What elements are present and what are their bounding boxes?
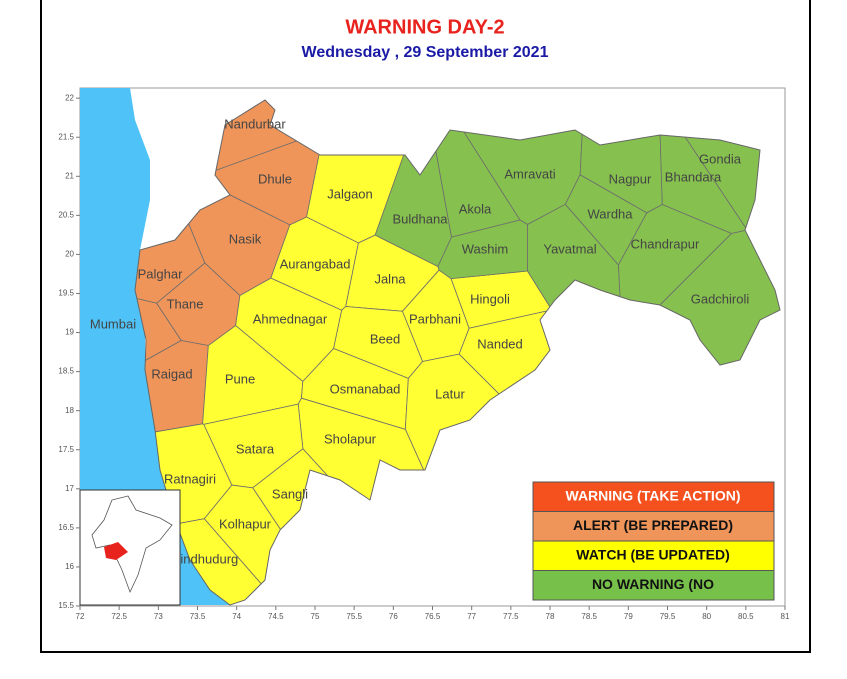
district-label: Jalgaon — [327, 186, 373, 201]
district-label: Thane — [167, 296, 204, 311]
district-label: Aurangabad — [280, 256, 351, 271]
legend-swatch — [532, 481, 775, 512]
title: WARNING DAY-2 — [345, 16, 504, 38]
x-tick-label: 76 — [389, 612, 398, 621]
x-tick-label: 76.5 — [425, 612, 441, 621]
district-label: Yavatmal — [543, 241, 596, 256]
district-label: Gondia — [699, 151, 742, 166]
district-label: Nanded — [477, 336, 523, 351]
x-tick-label: 74 — [232, 612, 241, 621]
y-tick-label: 22 — [65, 93, 74, 102]
y-tick-label: 19 — [65, 328, 74, 337]
district-label: Nandurbar — [224, 116, 286, 131]
district-label: Buldhana — [393, 211, 449, 226]
district-label: Nasik — [229, 231, 262, 246]
district-label: Ratnagiri — [164, 471, 216, 486]
district-label: Jalna — [374, 271, 406, 286]
x-tick-label: 73.5 — [190, 612, 206, 621]
y-tick-label: 20.5 — [58, 210, 74, 219]
district-label: Pune — [225, 371, 255, 386]
x-tick-label: 75 — [311, 612, 320, 621]
district-label: Hingoli — [470, 291, 510, 306]
y-tick-label: 19.5 — [58, 289, 74, 298]
legend-label: WATCH (BE UPDATED) — [576, 547, 729, 563]
district-label: Raigad — [151, 366, 192, 381]
x-tick-label: 77.5 — [503, 612, 519, 621]
state-border — [134, 99, 781, 606]
sea — [80, 88, 230, 605]
y-tick-label: 18 — [65, 406, 74, 415]
legend-label: ALERT (BE PREPARED) — [573, 517, 733, 533]
district-label: Kolhapur — [219, 516, 272, 531]
legend-swatch — [532, 511, 775, 542]
district-label: Bhandara — [665, 169, 722, 184]
y-tick-label: 20 — [65, 250, 74, 259]
district-label: Beed — [370, 331, 400, 346]
legend-swatch — [532, 570, 775, 601]
y-tick-label: 15.5 — [58, 601, 74, 610]
y-tick-label: 17 — [65, 484, 74, 493]
district-labels: Nandurbar Dhule Nasik Palghar Thane Raigad Mum… — [90, 116, 749, 566]
x-tick-label: 75.5 — [346, 612, 362, 621]
legend: WARNING (TAKE ACTION) ALERT (BE PREPARED)… — [532, 481, 775, 601]
x-tick-label: 79 — [624, 612, 633, 621]
district-label: Washim — [462, 241, 508, 256]
subtitle: Wednesday , 29 September 2021 — [302, 44, 549, 61]
x-tick-label: 72.5 — [111, 612, 127, 621]
district-label: Latur — [435, 386, 465, 401]
y-tick-label: 21 — [65, 171, 74, 180]
x-tick-label: 81 — [781, 612, 790, 621]
y-tick-label: 17.5 — [58, 445, 74, 454]
x-tick-label: 79.5 — [660, 612, 676, 621]
district-label: Ahmednagar — [253, 311, 328, 326]
x-tick-label: 74.5 — [268, 612, 284, 621]
y-tick-label: 16 — [65, 562, 74, 571]
legend-label: WARNING (TAKE ACTION) — [566, 488, 741, 504]
legend-label: NO WARNING (NO — [592, 576, 714, 592]
x-tick-label: 78.5 — [581, 612, 597, 621]
district-label: Sholapur — [324, 431, 377, 446]
district-label: Chandrapur — [631, 236, 700, 251]
y-tick-label: 21.5 — [58, 132, 74, 141]
district-label: Nagpur — [609, 171, 652, 186]
district-label: Parbhani — [409, 311, 461, 326]
x-tick-label: 80 — [702, 612, 711, 621]
x-tick-label: 77 — [467, 612, 476, 621]
y-tick-label: 16.5 — [58, 523, 74, 532]
district-label: Dhule — [258, 171, 292, 186]
district-label: Palghar — [138, 266, 183, 281]
district-label: Osmanabad — [330, 381, 401, 396]
x-tick-label: 72 — [76, 612, 85, 621]
y-tick-label: 18.5 — [58, 367, 74, 376]
district-region — [437, 219, 528, 280]
district-label: Satara — [236, 441, 275, 456]
x-tick-label: 78 — [546, 612, 555, 621]
district-label: Amravati — [504, 166, 555, 181]
inset-state — [104, 542, 128, 560]
x-tick-label: 73 — [154, 612, 163, 621]
inset-india — [91, 495, 173, 594]
district-label: Mumbai — [90, 316, 136, 331]
district-label: Gadchiroli — [691, 291, 750, 306]
district-label: Wardha — [587, 206, 633, 221]
district-label: Sangli — [272, 486, 308, 501]
x-tick-label: 80.5 — [738, 612, 754, 621]
district-label: Akola — [459, 201, 492, 216]
district-label: Sindhudurg — [172, 551, 239, 566]
